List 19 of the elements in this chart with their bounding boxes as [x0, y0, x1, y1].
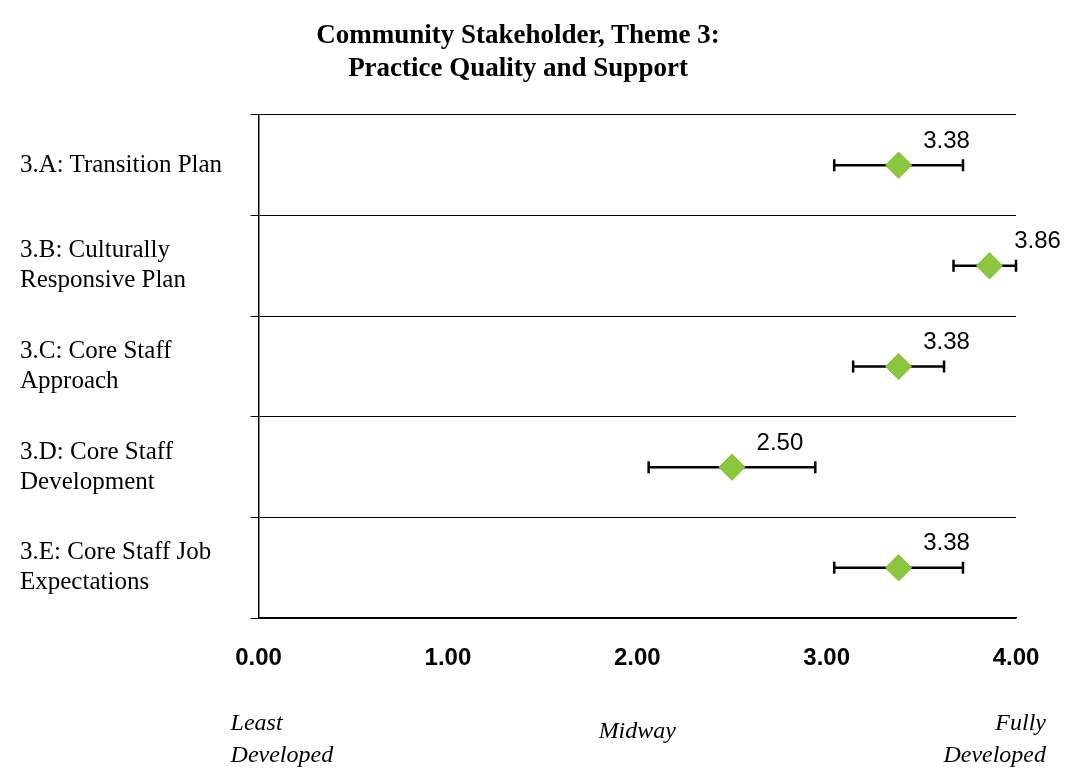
data-label: 3.86: [1014, 226, 1061, 254]
data-label: 3.38: [923, 528, 970, 556]
y-tick-label: 3.C: Core Staff Approach: [20, 336, 173, 394]
text: Midway: [597, 717, 677, 743]
x-tick-label: 1.00: [424, 643, 472, 671]
y-tick-label: 3.E: Core Staff Job Expectations: [20, 537, 212, 595]
y-tick-label: 3.A: Transition Plan: [20, 149, 223, 177]
x-tick-label: 4.00: [992, 643, 1040, 671]
y-tick-label: 3.B: Culturally Responsive Plan: [20, 235, 187, 293]
x-tick-label: 0.00: [235, 643, 282, 671]
data-label: 3.38: [923, 327, 970, 355]
x-tick-label: 3.00: [803, 643, 850, 671]
x-tick-label: 2.00: [613, 643, 661, 671]
text: Fully Developed: [942, 709, 1047, 767]
data-label: 2.50: [756, 427, 804, 455]
chart-title: Community Stakeholder, Theme 3: Practice Quality and Support: [316, 19, 720, 82]
y-tick-label: 3.D: Core Staff Development: [20, 436, 174, 494]
data-label: 3.38: [923, 125, 970, 153]
text: Least Developed: [229, 709, 335, 767]
